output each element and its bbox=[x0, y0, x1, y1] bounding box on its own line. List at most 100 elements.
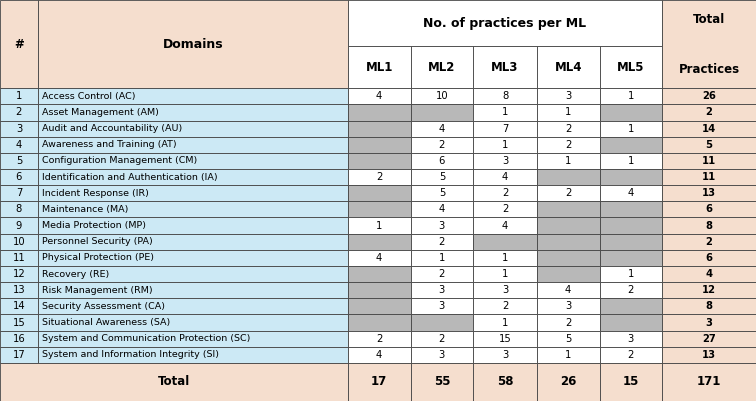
Bar bbox=[600, 104, 662, 121]
Bar bbox=[348, 234, 411, 250]
Bar bbox=[473, 234, 537, 250]
Bar bbox=[662, 121, 756, 137]
Bar bbox=[0, 314, 38, 330]
Text: Asset Management (AM): Asset Management (AM) bbox=[42, 108, 160, 117]
Bar bbox=[537, 330, 600, 347]
Bar bbox=[348, 250, 411, 266]
Bar bbox=[537, 217, 600, 234]
Bar bbox=[0, 266, 38, 282]
Text: 2: 2 bbox=[438, 334, 445, 344]
Bar bbox=[537, 185, 600, 201]
Bar bbox=[38, 169, 348, 185]
Bar bbox=[473, 169, 537, 185]
Text: Incident Response (IR): Incident Response (IR) bbox=[42, 189, 149, 198]
Text: 4: 4 bbox=[705, 269, 713, 279]
Bar bbox=[473, 104, 537, 121]
Bar bbox=[411, 169, 473, 185]
Bar bbox=[537, 250, 600, 266]
Text: Total: Total bbox=[693, 13, 725, 26]
Text: 8: 8 bbox=[502, 91, 508, 101]
Bar bbox=[600, 121, 662, 137]
Bar bbox=[38, 347, 348, 363]
Text: 4: 4 bbox=[376, 91, 383, 101]
Text: 1: 1 bbox=[16, 91, 22, 101]
Text: 6: 6 bbox=[16, 172, 22, 182]
Bar bbox=[600, 46, 662, 88]
Bar bbox=[348, 330, 411, 347]
Text: 3: 3 bbox=[565, 302, 572, 311]
Text: 14: 14 bbox=[702, 124, 716, 134]
Text: ML4: ML4 bbox=[554, 61, 582, 74]
Bar bbox=[537, 88, 600, 104]
Text: 1: 1 bbox=[376, 221, 383, 231]
Bar bbox=[600, 282, 662, 298]
Text: 14: 14 bbox=[13, 302, 25, 311]
Text: 2: 2 bbox=[438, 269, 445, 279]
Bar bbox=[38, 0, 348, 88]
Text: 5: 5 bbox=[438, 188, 445, 198]
Bar bbox=[473, 298, 537, 314]
Bar bbox=[348, 201, 411, 217]
Bar bbox=[0, 121, 38, 137]
Text: 3: 3 bbox=[565, 91, 572, 101]
Text: 12: 12 bbox=[13, 269, 25, 279]
Bar bbox=[348, 0, 662, 46]
Bar bbox=[0, 185, 38, 201]
Text: 15: 15 bbox=[499, 334, 511, 344]
Bar bbox=[348, 137, 411, 153]
Text: 3: 3 bbox=[438, 285, 445, 295]
Bar bbox=[38, 217, 348, 234]
Text: 7: 7 bbox=[502, 124, 508, 134]
Text: 3: 3 bbox=[438, 350, 445, 360]
Bar bbox=[662, 0, 756, 88]
Text: System and Communication Protection (SC): System and Communication Protection (SC) bbox=[42, 334, 251, 343]
Bar bbox=[348, 153, 411, 169]
Bar bbox=[473, 88, 537, 104]
Text: 11: 11 bbox=[13, 253, 25, 263]
Bar bbox=[600, 250, 662, 266]
Bar bbox=[473, 137, 537, 153]
Text: 5: 5 bbox=[438, 172, 445, 182]
Text: 3: 3 bbox=[502, 156, 508, 166]
Bar bbox=[411, 282, 473, 298]
Bar bbox=[348, 46, 411, 88]
Text: 2: 2 bbox=[438, 237, 445, 247]
Bar bbox=[0, 217, 38, 234]
Bar bbox=[348, 266, 411, 282]
Text: Audit and Accountability (AU): Audit and Accountability (AU) bbox=[42, 124, 183, 133]
Text: 1: 1 bbox=[627, 124, 634, 134]
Bar bbox=[537, 104, 600, 121]
Bar bbox=[662, 88, 756, 104]
Bar bbox=[600, 298, 662, 314]
Text: 2: 2 bbox=[627, 350, 634, 360]
Text: 4: 4 bbox=[502, 221, 508, 231]
Bar bbox=[38, 282, 348, 298]
Text: 3: 3 bbox=[502, 285, 508, 295]
Bar bbox=[0, 88, 38, 104]
Bar bbox=[38, 266, 348, 282]
Text: 4: 4 bbox=[565, 285, 572, 295]
Bar bbox=[537, 46, 600, 88]
Text: 5: 5 bbox=[16, 156, 22, 166]
Bar bbox=[537, 234, 600, 250]
Bar bbox=[348, 185, 411, 201]
Bar bbox=[38, 153, 348, 169]
Text: 16: 16 bbox=[13, 334, 25, 344]
Bar bbox=[348, 298, 411, 314]
Bar bbox=[537, 363, 600, 401]
Bar bbox=[537, 282, 600, 298]
Bar bbox=[411, 347, 473, 363]
Text: 2: 2 bbox=[502, 205, 508, 215]
Text: 3: 3 bbox=[16, 124, 22, 134]
Bar bbox=[473, 330, 537, 347]
Bar bbox=[411, 185, 473, 201]
Bar bbox=[0, 330, 38, 347]
Bar bbox=[348, 121, 411, 137]
Bar bbox=[600, 330, 662, 347]
Bar bbox=[600, 234, 662, 250]
Text: #: # bbox=[14, 38, 23, 51]
Bar bbox=[411, 363, 473, 401]
Text: 1: 1 bbox=[627, 91, 634, 101]
Text: 5: 5 bbox=[565, 334, 572, 344]
Text: 1: 1 bbox=[502, 253, 508, 263]
